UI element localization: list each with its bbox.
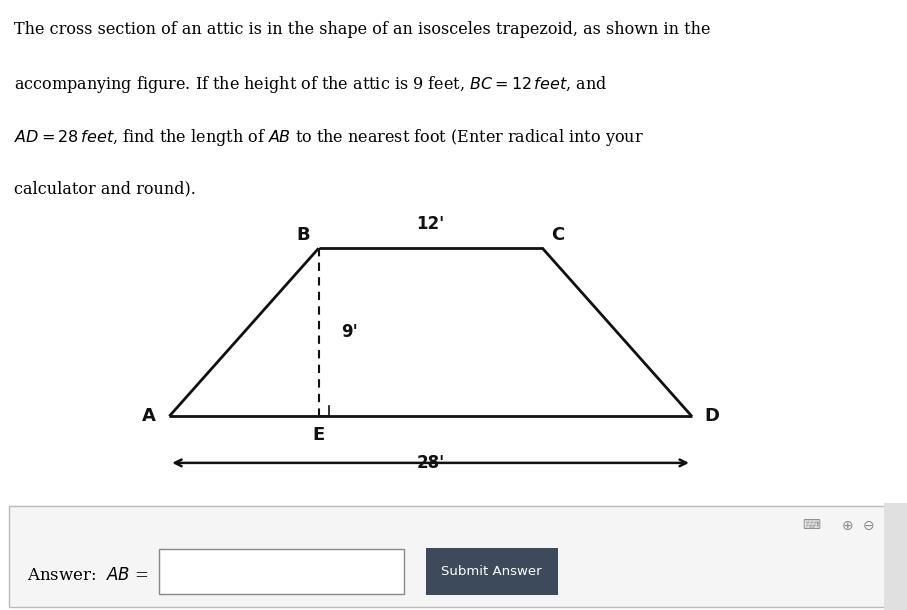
Text: The cross section of an attic is in the shape of an isosceles trapezoid, as show: The cross section of an attic is in the … [14, 21, 710, 38]
Text: D: D [705, 407, 720, 425]
Text: 28': 28' [416, 454, 444, 472]
Text: ⌨: ⌨ [803, 519, 821, 533]
Bar [884, 503, 907, 610]
Text: A: A [141, 407, 156, 425]
Text: accompanying figure. If the height of the attic is 9 feet, $BC = 12\,feet$, and: accompanying figure. If the height of th… [14, 74, 607, 95]
Bar [159, 549, 404, 594]
Text: ⊖: ⊖ [863, 519, 874, 533]
Text: 9': 9' [341, 323, 357, 341]
Text: B: B [297, 226, 310, 244]
Text: $AD = 28\,feet$, find the length of $AB$ to the nearest foot (Enter radical into: $AD = 28\,feet$, find the length of $AB$… [14, 127, 643, 148]
Text: C: C [551, 226, 564, 244]
Text: 12': 12' [416, 215, 444, 233]
Text: E: E [313, 426, 325, 444]
Text: calculator and round).: calculator and round). [14, 180, 196, 197]
Text: Answer:  $AB$ =: Answer: $AB$ = [27, 567, 149, 584]
Text: ⊕: ⊕ [843, 519, 853, 533]
Text: Submit Answer: Submit Answer [442, 565, 541, 578]
Bar [426, 548, 558, 595]
